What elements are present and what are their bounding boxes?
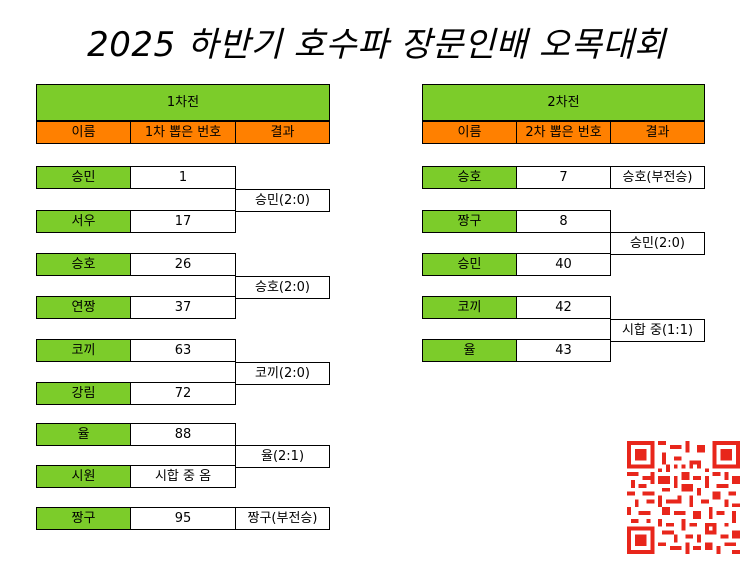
round2-player: 율 — [422, 339, 517, 362]
round1-player: 서우 — [36, 210, 131, 233]
round1-col-number: 1차 뽑은 번호 — [130, 121, 236, 144]
round1-number: 63 — [130, 339, 236, 362]
round1-result: 승민(2:0) — [235, 189, 330, 212]
round2-player: 코끼 — [422, 296, 517, 319]
page-title: 2025 하반기 호수파 장문인배 오목대회 — [87, 25, 666, 65]
round1-player: 짱구 — [36, 507, 131, 530]
round1-number: 72 — [130, 382, 236, 405]
round1-number: 26 — [130, 253, 236, 276]
round1-number: 17 — [130, 210, 236, 233]
round1-player: 연짱 — [36, 296, 131, 319]
round2-result: 승민(2:0) — [610, 232, 705, 255]
round1-number: 88 — [130, 423, 236, 446]
round1-player: 승호 — [36, 253, 131, 276]
round2-number: 40 — [516, 253, 611, 276]
round1-number: 95 — [130, 507, 236, 530]
round1-number: 시합 중 옴 — [130, 465, 236, 488]
round2-number: 42 — [516, 296, 611, 319]
round2-header: 2차전 — [422, 84, 705, 121]
round2-number: 7 — [516, 166, 611, 189]
round2-col-number: 2차 뽑은 번호 — [516, 121, 611, 144]
round2-number: 8 — [516, 210, 611, 233]
round2-player: 짱구 — [422, 210, 517, 233]
round1-result: 짱구(부전승) — [235, 507, 330, 530]
round1-number: 1 — [130, 166, 236, 189]
round2-player: 승호 — [422, 166, 517, 189]
round1-header: 1차전 — [36, 84, 330, 121]
round1-player: 율 — [36, 423, 131, 446]
round1-player: 시원 — [36, 465, 131, 488]
round2-player: 승민 — [422, 253, 517, 276]
round1-col-result: 결과 — [235, 121, 330, 144]
round1-number: 37 — [130, 296, 236, 319]
round2-result: 시합 중(1:1) — [610, 319, 705, 342]
qr-code-icon[interactable] — [627, 441, 740, 554]
round1-player: 강림 — [36, 382, 131, 405]
round2-result: 승호(부전승) — [610, 166, 705, 189]
round1-player: 코끼 — [36, 339, 131, 362]
round1-result: 율(2:1) — [235, 445, 330, 468]
round2-col-name: 이름 — [422, 121, 517, 144]
round2-col-result: 결과 — [610, 121, 705, 144]
round2-number: 43 — [516, 339, 611, 362]
round1-result: 코끼(2:0) — [235, 362, 330, 385]
round1-player: 승민 — [36, 166, 131, 189]
round1-col-name: 이름 — [36, 121, 131, 144]
round1-result: 승호(2:0) — [235, 276, 330, 299]
